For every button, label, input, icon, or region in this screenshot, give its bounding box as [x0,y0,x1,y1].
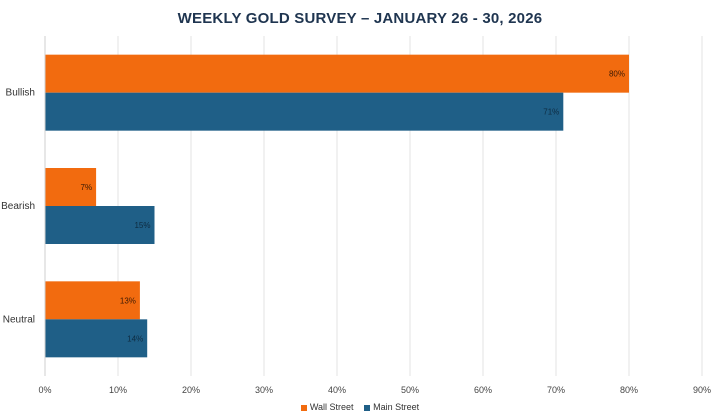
bar-main-street-neutral [45,319,148,358]
bar-wall-street-bullish [45,54,629,93]
bar-wall-street-bearish [45,168,97,206]
data-labels: 80% 71% 7% 15% 13% 14% [81,70,625,344]
axes: 0% 10% 20% 30% 40% 50% 60% 70% 80% 90% Bullish Bear… [1,36,711,395]
category-label-bullish: Bullish [6,88,35,99]
bar-wall-street-neutral [45,281,140,320]
x-tick-label: 0% [38,385,51,395]
data-label-main-street-neutral: 14% [127,334,143,343]
category-label-neutral: Neutral [3,314,35,325]
category-label-bearish: Bearish [1,201,35,212]
legend: Wall Street Main Street [0,402,720,412]
legend-label-main-street: Main Street [373,402,420,412]
x-tick-label: 80% [620,385,638,395]
data-label-wall-street-neutral: 13% [120,296,136,305]
data-label-wall-street-bullish: 80% [609,70,625,79]
chart-title: WEEKLY GOLD SURVEY – JANUARY 26 - 30, 20… [177,10,543,27]
x-tick-label: 10% [109,385,127,395]
legend-label-wall-street: Wall Street [309,402,354,412]
legend-item-wall-street: Wall Street [300,402,354,412]
x-tick-label: 50% [401,385,419,395]
x-tick-label: 40% [328,385,346,395]
x-tick-label: 70% [547,385,565,395]
data-label-main-street-bullish: 71% [543,108,559,117]
x-tick-label: 30% [255,385,273,395]
data-label-main-street-bearish: 15% [134,221,150,230]
x-tick-label: 90% [693,385,711,395]
legend-swatch-wall-street [300,404,307,411]
legend-swatch-main-street [364,404,371,411]
x-tick-label: 60% [474,385,492,395]
data-label-wall-street-bearish: 7% [81,183,93,192]
bars [45,54,629,358]
x-tick-label: 20% [182,385,200,395]
bar-main-street-bearish [45,206,155,244]
legend-item-main-street: Main Street [364,402,419,412]
bar-main-street-bullish [45,92,564,131]
